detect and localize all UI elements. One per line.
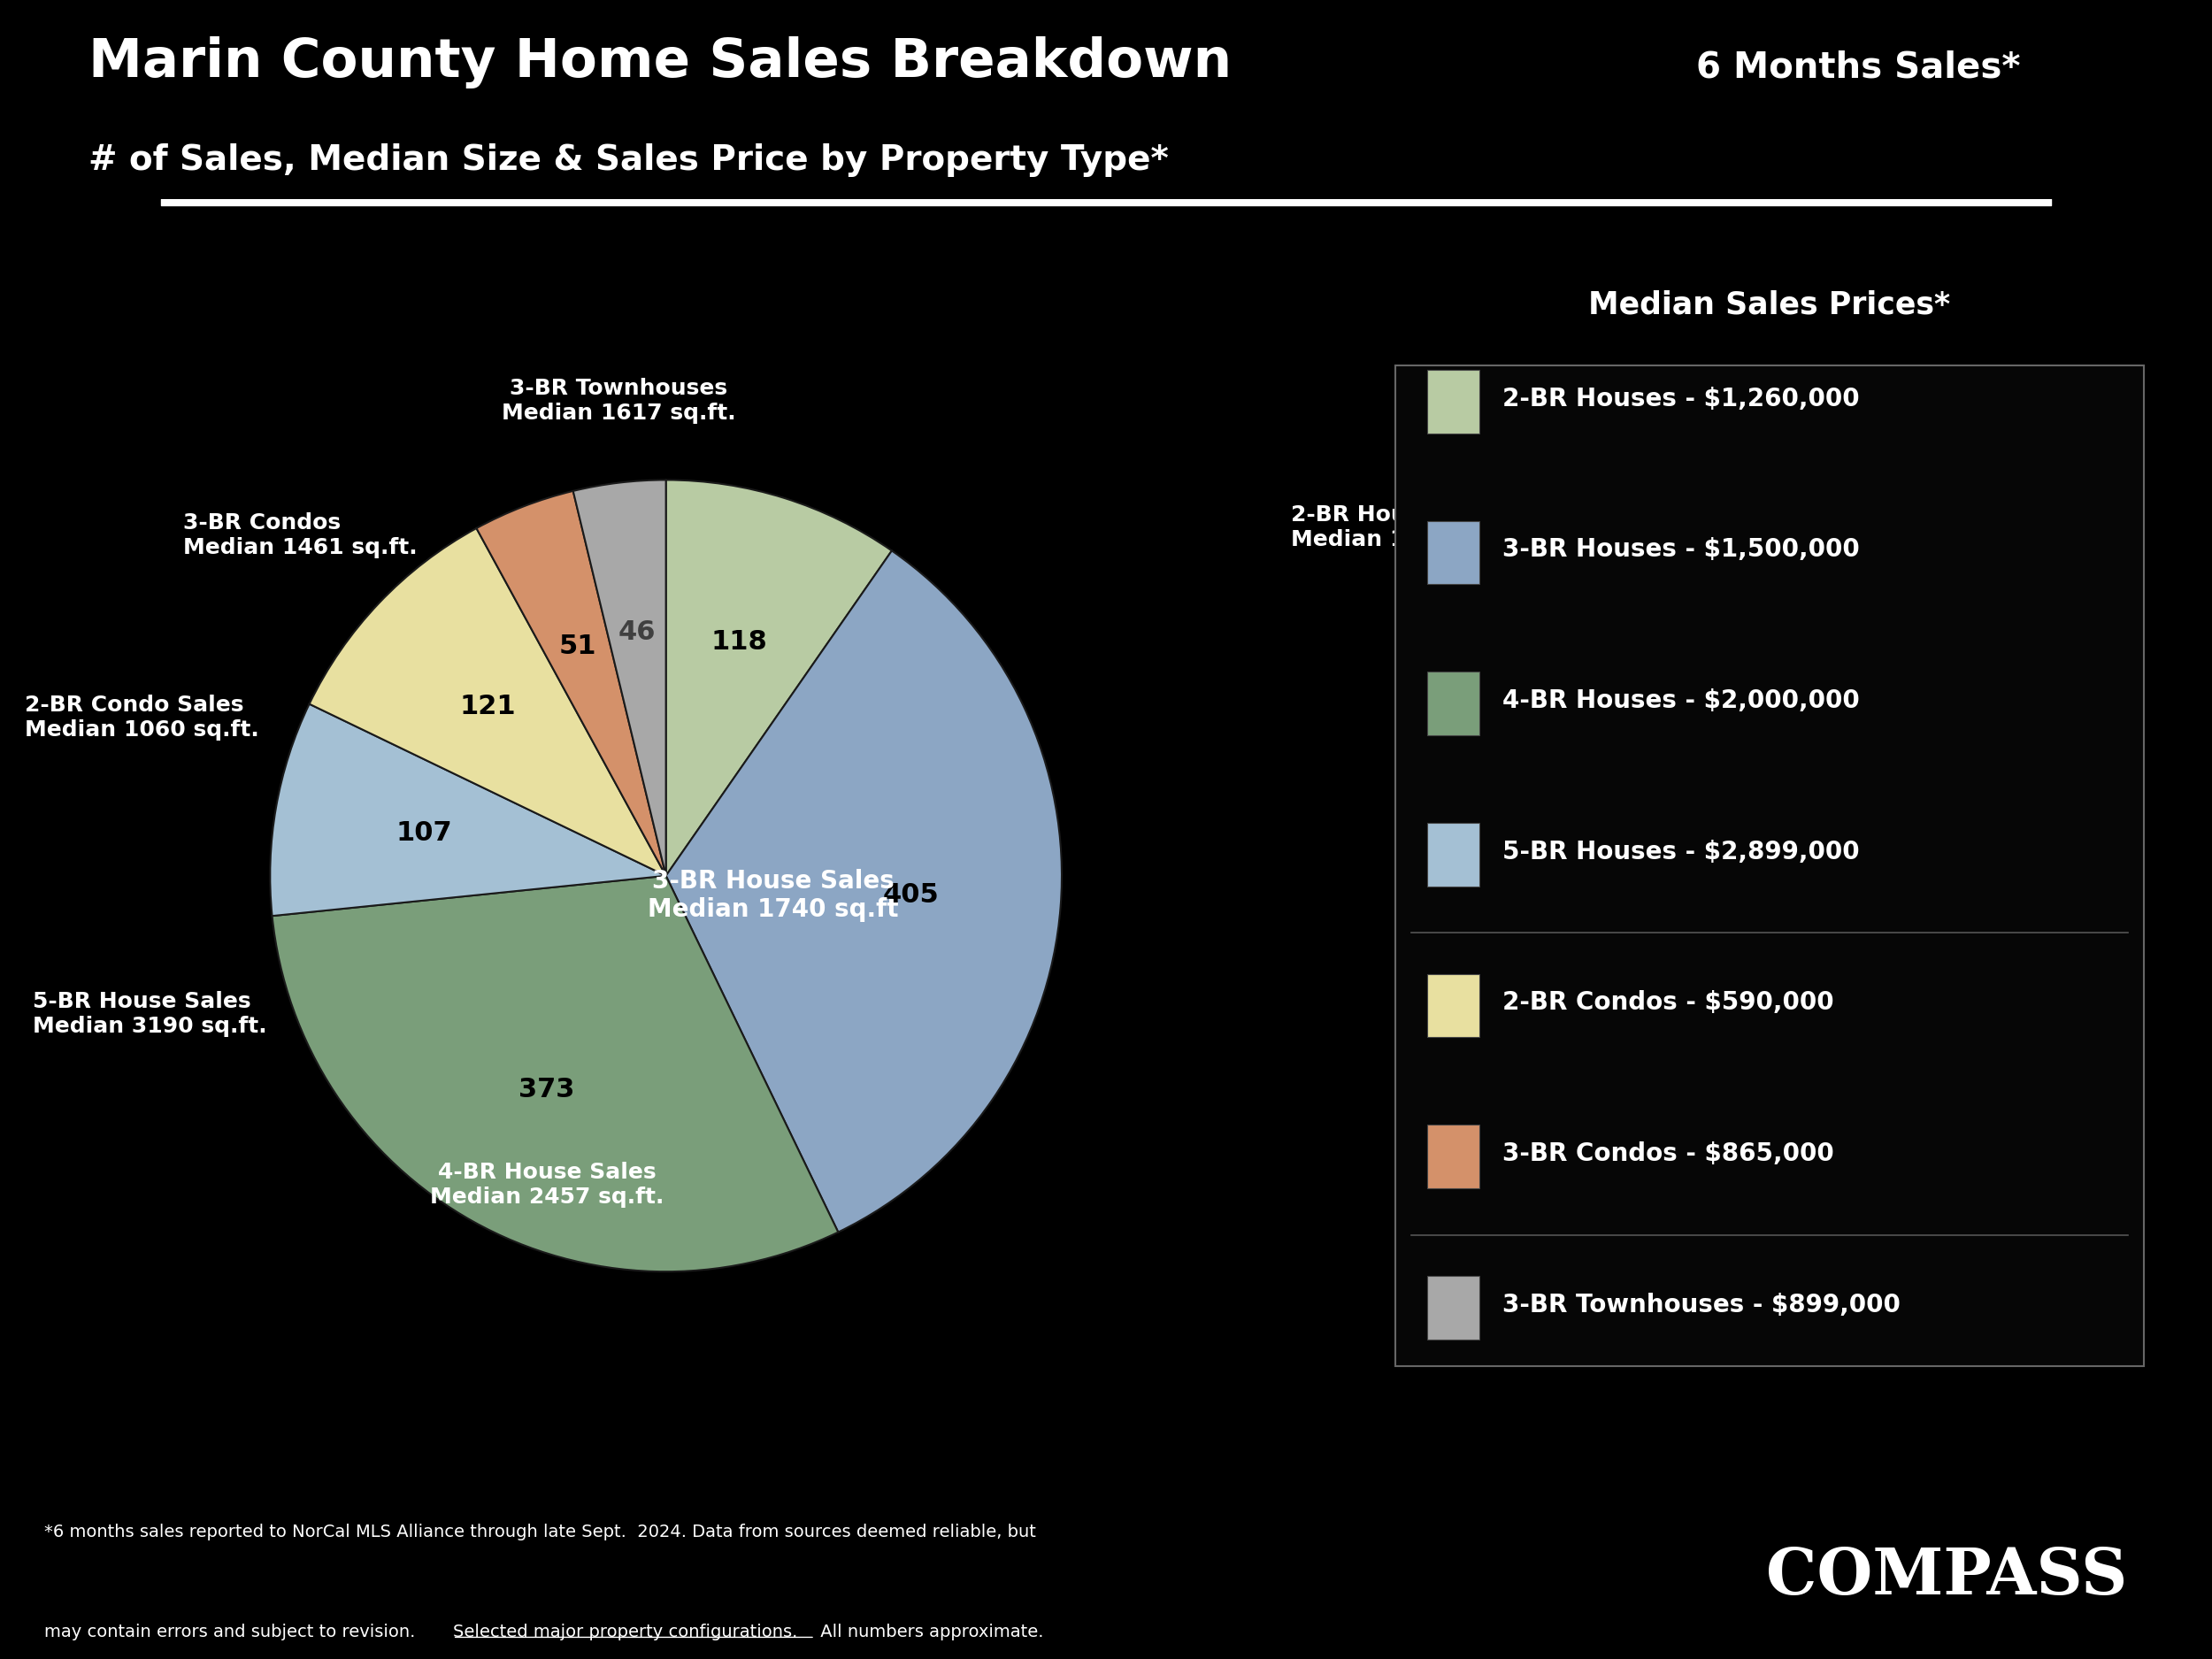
Text: 2-BR House Sales
Median 1135 sq.ft.: 2-BR House Sales Median 1135 sq.ft. <box>1292 504 1526 551</box>
Text: 2-BR Condos - $590,000: 2-BR Condos - $590,000 <box>1502 990 1834 1015</box>
Text: 3-BR Townhouses - $899,000: 3-BR Townhouses - $899,000 <box>1502 1292 1900 1317</box>
FancyBboxPatch shape <box>1427 974 1480 1037</box>
Text: *6 months sales reported to NorCal MLS Alliance through late Sept.  2024. Data f: *6 months sales reported to NorCal MLS A… <box>44 1523 1035 1541</box>
Text: 3-BR Townhouses
Median 1617 sq.ft.: 3-BR Townhouses Median 1617 sq.ft. <box>502 378 737 423</box>
Text: 118: 118 <box>710 629 768 654</box>
Text: 5-BR House Sales
Median 3190 sq.ft.: 5-BR House Sales Median 3190 sq.ft. <box>33 992 268 1037</box>
Text: 405: 405 <box>883 883 938 907</box>
Text: Selected major property configurations.: Selected major property configurations. <box>453 1624 796 1641</box>
FancyBboxPatch shape <box>1427 672 1480 735</box>
Text: All numbers approximate.: All numbers approximate. <box>814 1624 1044 1641</box>
FancyBboxPatch shape <box>1427 1125 1480 1188</box>
Wedge shape <box>310 528 666 876</box>
Text: 3-BR House Sales
Median 1740 sq.ft: 3-BR House Sales Median 1740 sq.ft <box>648 869 898 922</box>
Text: 3-BR Condos
Median 1461 sq.ft.: 3-BR Condos Median 1461 sq.ft. <box>184 513 418 559</box>
Text: 373: 373 <box>518 1077 575 1103</box>
FancyBboxPatch shape <box>1427 1276 1480 1339</box>
FancyBboxPatch shape <box>1427 521 1480 584</box>
FancyBboxPatch shape <box>1427 823 1480 886</box>
Text: 3-BR Houses - $1,500,000: 3-BR Houses - $1,500,000 <box>1502 538 1860 562</box>
Wedge shape <box>666 551 1062 1233</box>
Text: 4-BR House Sales
Median 2457 sq.ft.: 4-BR House Sales Median 2457 sq.ft. <box>429 1161 664 1208</box>
Text: 2-BR Houses - $1,260,000: 2-BR Houses - $1,260,000 <box>1502 387 1860 411</box>
Text: 3-BR Condos - $865,000: 3-BR Condos - $865,000 <box>1502 1141 1834 1166</box>
Text: COMPASS: COMPASS <box>1765 1545 2128 1608</box>
Text: Marin County Home Sales Breakdown: Marin County Home Sales Breakdown <box>88 36 1232 88</box>
FancyBboxPatch shape <box>1396 365 2143 1365</box>
Text: 4-BR Houses - $2,000,000: 4-BR Houses - $2,000,000 <box>1502 688 1860 713</box>
Wedge shape <box>666 479 891 876</box>
Text: may contain errors and subject to revision.: may contain errors and subject to revisi… <box>44 1624 420 1641</box>
Text: 6 Months Sales*: 6 Months Sales* <box>1697 50 2020 85</box>
Text: Median Sales Prices*: Median Sales Prices* <box>1588 290 1951 320</box>
Text: # of Sales, Median Size & Sales Price by Property Type*: # of Sales, Median Size & Sales Price by… <box>88 143 1168 178</box>
Text: 5-BR Houses - $2,899,000: 5-BR Houses - $2,899,000 <box>1502 839 1860 864</box>
Text: 2-BR Condo Sales
Median 1060 sq.ft.: 2-BR Condo Sales Median 1060 sq.ft. <box>24 695 259 740</box>
Text: 46: 46 <box>617 619 655 645</box>
Text: 51: 51 <box>560 634 597 660</box>
Wedge shape <box>573 479 666 876</box>
Wedge shape <box>476 491 666 876</box>
Text: 121: 121 <box>460 693 515 720</box>
FancyBboxPatch shape <box>1427 370 1480 433</box>
Wedge shape <box>270 703 666 916</box>
Text: 107: 107 <box>396 821 451 846</box>
Wedge shape <box>272 876 838 1271</box>
